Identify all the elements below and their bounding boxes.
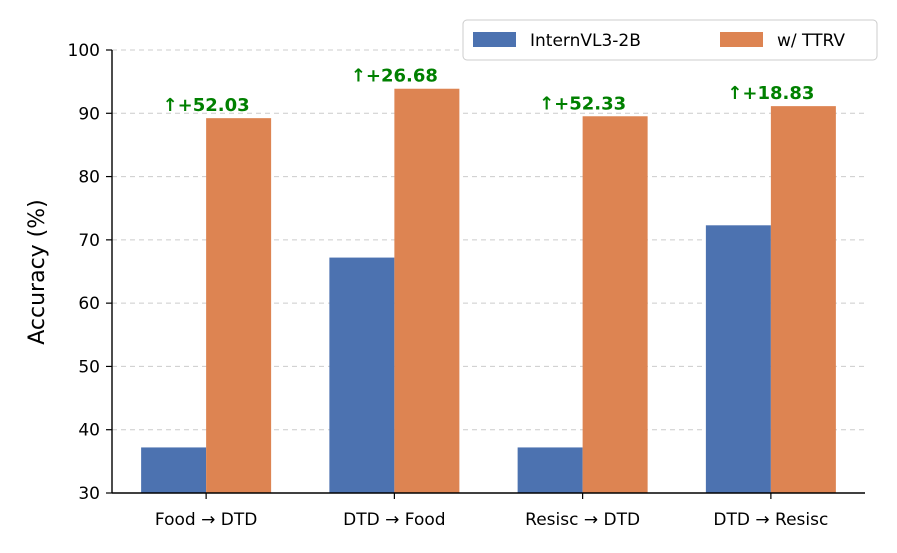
annotations: ↑+52.03 ↑+26.68 ↑+52.33 ↑+18.83 [163, 66, 815, 116]
gain-annotation: ↑+52.03 [163, 95, 250, 116]
gain-annotation: ↑+26.68 [351, 66, 438, 87]
bar-internvl3-2b-3 [705, 225, 771, 493]
bar-internvl3-2b-1 [329, 257, 395, 493]
axes: 30 40 50 60 70 80 90 100 Food → DTD DTD → Food Res… [68, 41, 865, 530]
legend-swatch [473, 32, 516, 47]
gain-annotation: ↑+52.33 [539, 93, 626, 114]
legend-box [462, 19, 878, 61]
x-tick-label: DTD → Food [343, 510, 445, 530]
y-tick-label: 50 [78, 357, 100, 377]
legend: InternVL3-2B w/ TTRV [462, 19, 878, 61]
legend-label: InternVL3-2B [530, 31, 641, 51]
x-tick-label: DTD → Resisc [713, 510, 828, 530]
x-tick-label: Food → DTD [155, 510, 257, 530]
y-tick-label: 30 [78, 484, 100, 504]
bar-ttrv-0 [206, 118, 272, 493]
legend-swatch [720, 32, 763, 47]
x-tick-label: Resisc → DTD [525, 510, 640, 530]
legend-label: w/ TTRV [777, 31, 845, 51]
y-tick-label: 100 [68, 41, 100, 61]
bar-internvl3-2b-0 [141, 447, 207, 493]
y-tick-label: 70 [78, 231, 100, 251]
bars [141, 88, 836, 494]
bar-internvl3-2b-2 [517, 447, 583, 493]
bar-ttrv-1 [394, 88, 460, 493]
y-tick-label: 90 [78, 104, 100, 124]
y-axis-label: Accuracy (%) [25, 199, 50, 345]
bar-ttrv-2 [582, 116, 648, 494]
y-tick-label: 60 [78, 294, 100, 314]
gain-annotation: ↑+18.83 [727, 83, 814, 104]
bar-ttrv-3 [770, 106, 836, 493]
y-tick-label: 40 [78, 421, 100, 441]
y-tick-label: 80 [78, 168, 100, 188]
